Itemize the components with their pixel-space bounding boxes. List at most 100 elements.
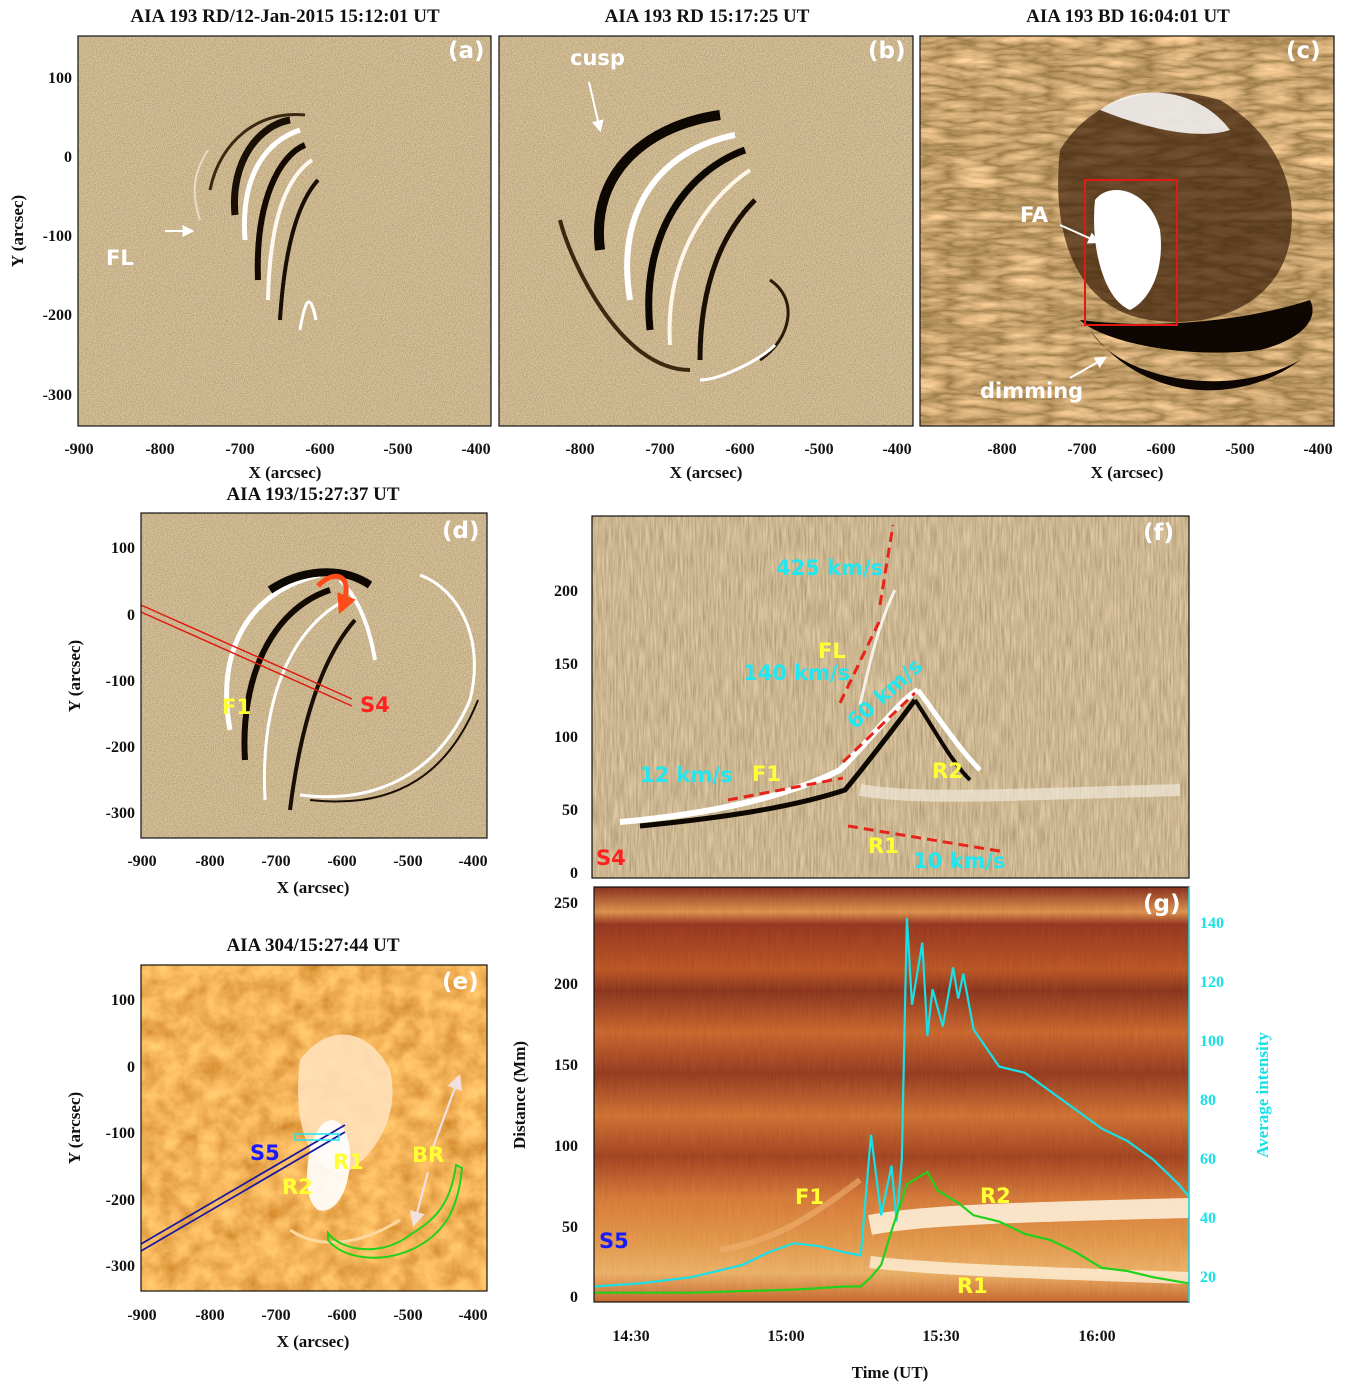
y2-tick: 20 xyxy=(1200,1269,1216,1286)
speed-12: 12 km/s xyxy=(640,763,733,787)
y-tick: 50 xyxy=(562,1219,578,1236)
y-tick: -200 xyxy=(106,739,135,756)
panel-c-fa-box xyxy=(1084,179,1178,326)
x-tick: -600 xyxy=(327,1307,356,1324)
y-tick: 150 xyxy=(554,656,578,673)
speed-140: 140 km/s xyxy=(743,661,850,685)
x-tick: -400 xyxy=(461,441,490,458)
x-tick: -700 xyxy=(1067,441,1096,458)
panel-g-y2-ticks: 20 40 60 80 100 120 140 xyxy=(1200,915,1224,1286)
x-tick: -900 xyxy=(127,853,156,870)
panel-b: AIA 193 RD 15:17:25 UT cusp (b) -800 -70… xyxy=(498,6,914,482)
y-tick: 0 xyxy=(64,149,72,166)
y-tick: -300 xyxy=(43,387,72,404)
y-tick: -100 xyxy=(43,228,72,245)
panel-e-x-ticks: -900 -800 -700 -600 -500 -400 xyxy=(127,1307,487,1324)
x-tick: 14:30 xyxy=(612,1328,649,1345)
panel-b-cusp-arrow xyxy=(588,81,604,133)
panel-a-tag: (a) xyxy=(448,38,485,64)
x-tick: -900 xyxy=(127,1307,156,1324)
panel-g-tag: (g) xyxy=(1143,891,1181,917)
panel-g-x-ticks: 14:30 15:00 15:30 16:00 xyxy=(612,1328,1115,1345)
x-tick: 15:00 xyxy=(767,1328,804,1345)
panel-e-slit-s5 xyxy=(140,1124,346,1252)
panel-e-xlabel: X (arcsec) xyxy=(277,1332,350,1351)
panel-c-title: AIA 193 BD 16:04:01 UT xyxy=(1026,6,1230,27)
panel-c-features xyxy=(1058,92,1313,391)
panel-e-br-arrow-down xyxy=(409,1171,430,1227)
panel-f-y-ticks: 0 50 100 150 200 xyxy=(554,583,578,882)
panel-e-frame xyxy=(140,964,488,1292)
panel-d-frame xyxy=(140,512,488,839)
y-tick: -100 xyxy=(106,1125,135,1142)
panel-g-lines xyxy=(593,917,1190,1294)
panel-a-frame xyxy=(77,35,492,427)
panel-g-f1-label: F1 xyxy=(795,1185,824,1209)
fit-line-12 xyxy=(727,776,844,802)
panel-c: AIA 193 BD 16:04:01 UT FA dimming (c) -8… xyxy=(919,6,1335,482)
panel-e-s5-label: S5 xyxy=(250,1141,280,1165)
x-tick: -800 xyxy=(565,441,594,458)
y2-tick: 100 xyxy=(1200,1033,1224,1050)
panel-d-xlabel: X (arcsec) xyxy=(277,878,350,897)
panel-e-features xyxy=(289,1034,401,1244)
panel-g-y-ticks: 0 50 100 150 200 250 xyxy=(554,895,578,1306)
panel-e-br-label: BR xyxy=(412,1143,444,1167)
panel-f-fl-label: FL xyxy=(818,639,846,663)
panel-e-tag: (e) xyxy=(442,969,479,995)
x-tick: -700 xyxy=(645,441,674,458)
x-tick: -600 xyxy=(1146,441,1175,458)
panel-e-ylabel: Y (arcsec) xyxy=(65,1092,84,1164)
panel-c-x-ticks: -800 -700 -600 -500 -400 xyxy=(987,441,1332,458)
panel-f-fit-lines xyxy=(727,524,1006,854)
y2-tick: 40 xyxy=(1200,1210,1216,1227)
panel-d-y-ticks: 100 0 -100 -200 -300 xyxy=(106,540,135,822)
panel-d-slit-s4 xyxy=(140,604,353,707)
x-tick: -600 xyxy=(327,853,356,870)
x-tick: -500 xyxy=(383,441,412,458)
panel-a: AIA 193 RD/12-Jan-2015 15:12:01 UT FL (a… xyxy=(8,6,492,482)
x-tick: 16:00 xyxy=(1078,1328,1115,1345)
fit-line-10 xyxy=(847,824,1006,854)
y2-tick: 140 xyxy=(1200,915,1224,932)
panel-f-tag: (f) xyxy=(1143,520,1174,546)
panel-c-tag: (c) xyxy=(1286,38,1321,64)
panel-d-tag: (d) xyxy=(442,518,480,544)
y-tick: 100 xyxy=(48,70,72,87)
y-tick: -200 xyxy=(106,1192,135,1209)
y-tick: 150 xyxy=(554,1057,578,1074)
panel-d-ylabel: Y (arcsec) xyxy=(65,640,84,712)
panel-b-xlabel: X (arcsec) xyxy=(670,463,743,482)
panel-e-y-ticks: 100 0 -100 -200 -300 xyxy=(106,992,135,1275)
y-tick: 100 xyxy=(111,540,135,557)
y-tick: -300 xyxy=(106,805,135,822)
panel-g-features xyxy=(719,1177,1190,1284)
x-tick: -700 xyxy=(261,853,290,870)
y2-tick: 120 xyxy=(1200,974,1224,991)
y-tick: 0 xyxy=(127,1059,135,1076)
panel-c-frame xyxy=(919,35,1335,427)
panel-e: AIA 304/15:27:44 UT S5 R1 R2 BR (e) 100 … xyxy=(65,935,488,1351)
y-tick: 200 xyxy=(554,976,578,993)
panel-b-flare-loops xyxy=(558,110,790,382)
panel-g-xlabel: Time (UT) xyxy=(852,1363,929,1382)
panel-f: 425 km/s 140 km/s 60 km/s 12 km/s 10 km/… xyxy=(554,515,1190,882)
avg-intensity-green-line xyxy=(594,1170,1190,1294)
y-tick: 0 xyxy=(127,607,135,624)
x-tick: -400 xyxy=(458,1307,487,1324)
x-tick: -600 xyxy=(305,441,334,458)
panel-d-rotation-arrow xyxy=(316,573,356,615)
panel-d-loops xyxy=(224,568,479,811)
panel-f-tracks xyxy=(619,589,1181,829)
y-tick: 100 xyxy=(554,729,578,746)
y2-tick: 80 xyxy=(1200,1092,1216,1109)
x-tick: 15:30 xyxy=(922,1328,959,1345)
y-tick: -100 xyxy=(106,673,135,690)
x-tick: -900 xyxy=(64,441,93,458)
panel-d-s4-label: S4 xyxy=(360,693,390,717)
y-tick: 250 xyxy=(554,895,578,912)
panel-g-r1-label: R1 xyxy=(957,1274,988,1298)
panel-e-br-arrow-up xyxy=(430,1074,462,1151)
panel-e-r1-label: R1 xyxy=(333,1150,364,1174)
